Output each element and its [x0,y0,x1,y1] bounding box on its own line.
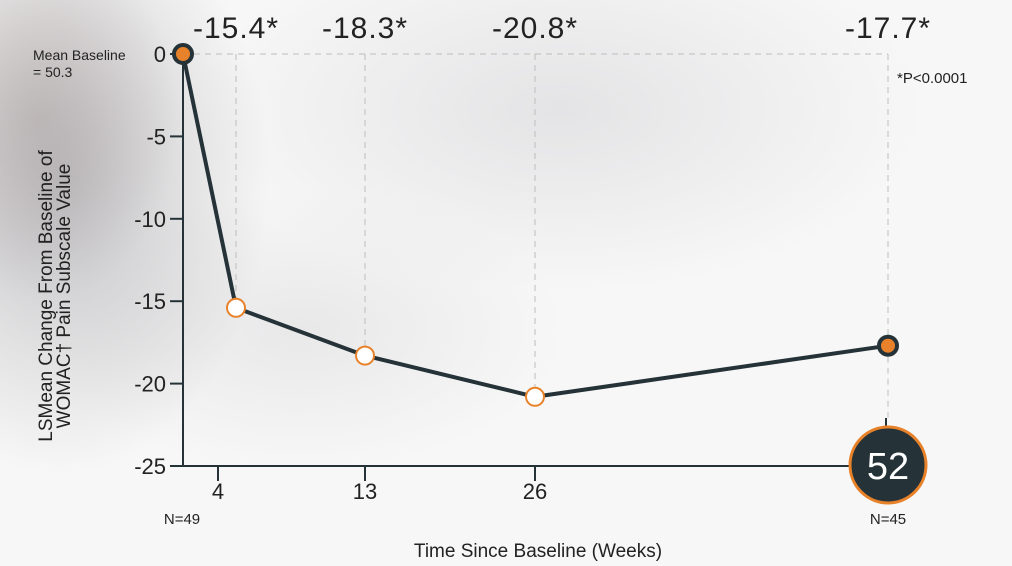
baseline-note-line-1: Mean Baseline [33,47,126,63]
week-52-badge [848,425,928,505]
data-point-open [355,345,375,366]
y-tick-label: -25 [134,454,166,479]
x-tick-label: 26 [523,479,547,504]
data-point-filled [877,334,899,357]
y-axis-title-line-1: LSMean Change From Baseline of [36,150,57,442]
data-point-open [525,386,545,407]
data-label: -15.4* [193,12,279,45]
y-tick-label: -5 [146,124,166,149]
n-label: N=45 [870,511,906,528]
y-tick-label: -20 [134,372,166,397]
data-point-open [226,297,246,318]
x-tick-label: 4 [212,479,224,504]
y-tick-label: 0 [154,42,166,67]
data-label: -18.3* [322,12,408,45]
data-label: -20.8* [492,12,578,45]
y-axis-title-line-2: WOMAC† Pain Subscale Value [54,164,75,429]
data-label: -17.7* [845,12,931,45]
x-tick-label: 13 [353,479,377,504]
significance-note: *P<0.0001 [897,70,967,87]
data-point-filled [172,43,194,65]
n-label: N=49 [164,511,200,528]
week-52-badge-label: 52 [867,446,909,488]
baseline-note-line-2: = 50.3 [33,64,73,80]
y-tick-label: -15 [134,289,166,314]
y-tick-label: -10 [134,207,166,232]
x-axis-title: Time Since Baseline (Weeks) [414,541,662,562]
chart-marks: 0 -5 -10 -15 -20 -25 4 13 26 -15.4* -18.3* -20.8* -1… [134,12,931,528]
